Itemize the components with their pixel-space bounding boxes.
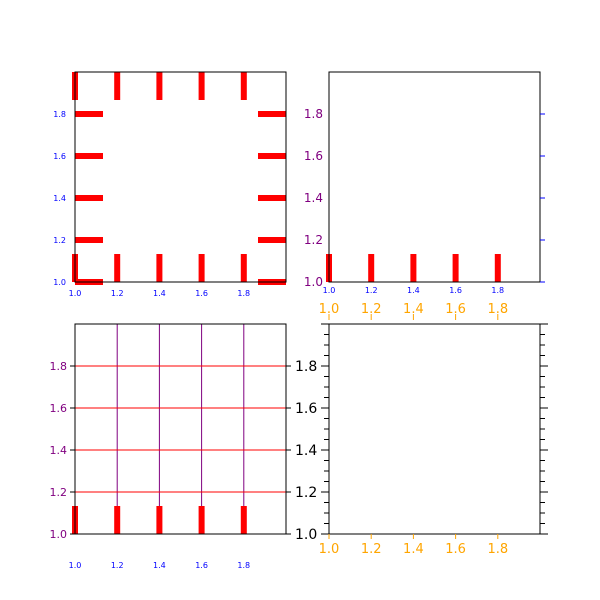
y-tick-label-right: 1.4 [295,443,317,459]
y-tick-label: 1.6 [304,149,323,163]
x-tick-bottom-3 [198,254,205,282]
y-tick-right-4 [258,111,286,117]
x-tick-top-3 [198,72,205,100]
axes-frame [74,71,287,283]
x-tick-bottom-2 [156,254,163,282]
x-tick-label: 1.4 [153,561,166,570]
y-tick-label: 1.0 [304,275,323,289]
y-tick-label: 1.2 [304,233,323,247]
x-tick-bottom-2 [156,506,163,534]
x-tick-bottom-3 [198,506,205,534]
y-tick-left-4 [75,111,103,117]
x-tick-label: 1.8 [237,561,250,570]
x-tick-bottom-4 [240,506,247,534]
panel-bottom-left: 1.0 1.0 1.2 1.2 1.4 1.4 1.6 1.6 1.8 1.8 1.0 1.2 1.4 1… [50,323,317,570]
x-tick-label: 1.2 [111,561,124,570]
x-tick-label: 1.8 [491,286,504,295]
x-tick-label: 1.2 [365,286,378,295]
x-tick-label: 1.6 [195,289,208,298]
axes-frame [328,71,541,283]
y-tick-label: 1.8 [50,360,68,373]
x-tick-top-4 [240,72,247,100]
x-tick-label-top: 1.6 [445,302,466,317]
x-tick-label: 1.4 [407,286,420,295]
panels: 1.0 1.2 1.4 1.6 1.81.01.21.41.61.81.0 1.2 1.4 1… [50,71,548,570]
y-tick-left-1 [75,237,103,243]
x-tick-label: 1.8 [237,289,250,298]
x-tick-label-top: 1.4 [403,302,424,317]
x-tick-top-1 [114,72,121,100]
x-tick-label: 1.0 [69,289,82,298]
y-tick-right-2 [258,195,286,201]
x-tick-bottom-2 [410,254,417,282]
panel-top-left: 1.0 1.2 1.4 1.6 1.8 1.0 1.2 1.4 1.6 1.8 [53,71,287,298]
x-tick-label-top: 1.8 [487,302,508,317]
y-tick-label: 1.4 [53,194,66,203]
x-tick-bottom-1 [114,254,121,282]
y-tick-label-right: 1.2 [295,485,317,501]
y-tick-label: 1.6 [50,402,68,415]
x-tick-bottom-1 [368,254,375,282]
x-tick-bottom-4 [240,254,247,282]
x-tick-label: 1.2 [361,542,382,557]
x-tick-bottom-4 [494,254,501,282]
x-tick-label: 1.0 [69,561,82,570]
x-tick-label-top: 1.0 [319,302,340,317]
y-tick-label-right: 1.8 [295,359,317,375]
y-tick-label: 1.2 [50,486,68,499]
y-tick-label-right: 1.6 [295,401,317,417]
y-tick-label: 1.4 [304,191,323,205]
y-tick-left-3 [75,153,103,159]
x-tick-label: 1.0 [323,286,336,295]
y-tick-left-2 [75,195,103,201]
y-tick-label: 1.2 [53,236,66,245]
top-axis-labels-secondary: 1.0 1.2 1.4 1.6 1.8 [319,302,508,320]
x-tick-bottom-1 [114,506,121,534]
y-tick-label-right: 1.0 [295,527,317,543]
x-tick-label: 1.4 [403,542,424,557]
x-tick-label: 1.6 [445,542,466,557]
y-tick-label: 1.0 [53,278,66,287]
y-tick-right-1 [258,237,286,243]
y-tick-label: 1.6 [53,152,66,161]
x-tick-label: 1.8 [487,542,508,557]
x-tick-bottom-3 [452,254,459,282]
y-tick-label: 1.0 [50,528,68,541]
x-tick-label: 1.4 [153,289,166,298]
x-tick-label: 1.0 [319,542,340,557]
x-tick-top-2 [156,72,163,100]
x-tick-label: 1.6 [195,561,208,570]
y-tick-right-3 [258,153,286,159]
panel-top-right: 1.0 1.2 1.4 1.6 1.8 1.2 1.4 1.6 1.8 1.0 [304,71,545,295]
axes-frame [74,323,287,535]
x-tick-label: 1.6 [449,286,462,295]
y-tick-label: 1.8 [304,107,323,121]
panel-bottom-right: 1.0 1.2 1.4 1.6 1.8 [319,323,548,557]
x-tick-label: 1.2 [111,289,124,298]
y-tick-label: 1.8 [53,110,66,119]
y-tick-label: 1.4 [50,444,68,457]
x-tick-label-top: 1.2 [361,302,382,317]
